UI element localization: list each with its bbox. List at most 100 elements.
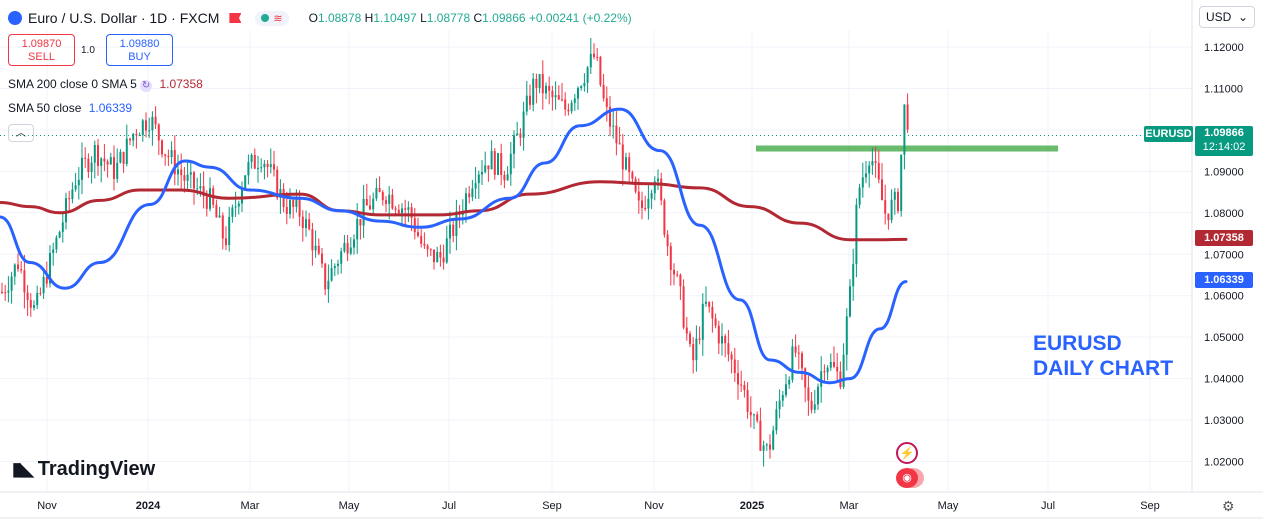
sell-label: SELL: [28, 51, 55, 63]
candle-body: [26, 292, 29, 301]
candle-body: [618, 143, 621, 145]
candle-body: [359, 218, 362, 226]
candle-body: [673, 269, 675, 275]
candle-body: [727, 343, 730, 355]
candle-body: [513, 135, 515, 154]
candle-body: [234, 206, 237, 208]
candle-body: [746, 390, 749, 412]
candle-body: [807, 387, 810, 401]
candle-body: [413, 218, 416, 233]
candle-body: [10, 276, 13, 291]
candle-body: [714, 318, 717, 326]
candle-body: [385, 200, 387, 204]
candle-body: [340, 251, 343, 264]
sma200-legend[interactable]: SMA 200 close 0 SMA 5 ↻ 1.07358: [8, 77, 203, 92]
candle-body: [759, 420, 762, 451]
sma200-price-tag: 1.07358: [1195, 230, 1253, 246]
candle-body: [596, 56, 599, 58]
candle-body: [100, 158, 103, 166]
candle-body: [189, 172, 192, 175]
bar-countdown: 12:14:02: [1202, 141, 1246, 153]
candle-body: [874, 161, 877, 164]
candle-body: [145, 120, 147, 131]
candle-body: [353, 239, 355, 248]
settings-gear-icon[interactable]: ⚙: [1222, 498, 1235, 514]
candle-body: [676, 274, 679, 276]
candle-body: [404, 208, 407, 210]
candle-body: [545, 85, 547, 94]
candle-body: [701, 303, 704, 340]
symbol-price-tag: EURUSD: [1144, 126, 1193, 142]
candle-body: [106, 161, 109, 165]
lightning-icon[interactable]: ⚡: [896, 442, 918, 464]
candle-body: [689, 333, 691, 344]
candle-body: [276, 169, 279, 198]
candle-body: [327, 280, 330, 290]
candle-body: [369, 205, 371, 210]
flag-icon[interactable]: [229, 13, 242, 23]
candle-body: [250, 154, 253, 163]
candle-body: [541, 74, 544, 94]
candle-body: [769, 444, 771, 450]
candle-body: [449, 224, 451, 239]
candle-body: [125, 138, 128, 164]
chart-header: Euro / U.S. Dollar · 1D · FXCM ≋ O1.0887…: [8, 8, 632, 28]
candle-body: [506, 174, 509, 181]
candle-body: [257, 167, 259, 169]
candle-body: [497, 153, 499, 175]
candle-body: [58, 231, 61, 238]
sell-button[interactable]: 1.09870 SELL: [8, 34, 75, 66]
symbol-title[interactable]: Euro / U.S. Dollar · 1D · FXCM: [28, 10, 220, 26]
events-icon[interactable]: ◉: [896, 468, 918, 488]
candle-body: [65, 198, 67, 223]
candle-body: [743, 384, 746, 391]
candle-body: [775, 409, 778, 431]
candle-body: [621, 144, 624, 170]
candle-body: [612, 125, 615, 127]
sma50-legend[interactable]: SMA 50 close 1.06339: [8, 101, 132, 115]
candle-body: [61, 222, 64, 232]
candle-body: [823, 371, 826, 373]
candle-body: [119, 151, 122, 163]
candle-body: [813, 404, 816, 410]
y-tick-label: 1.06000: [1204, 291, 1244, 303]
candle-body: [196, 188, 199, 190]
candle-body: [794, 346, 797, 353]
candle-body: [183, 175, 186, 181]
candle-body: [583, 82, 586, 87]
candle-body: [481, 172, 483, 175]
collapse-legend-button[interactable]: ︿: [8, 124, 34, 142]
candle-body: [305, 219, 307, 228]
currency-selector[interactable]: USD ⌄: [1199, 6, 1255, 28]
candle-body: [519, 133, 522, 138]
candle-body: [749, 411, 752, 416]
candle-body: [890, 199, 893, 221]
candle-body: [237, 203, 240, 207]
candle-body: [762, 445, 765, 451]
candle-body: [423, 243, 426, 246]
candle-body: [842, 354, 845, 388]
candle-body: [865, 173, 867, 178]
candle-body: [532, 78, 535, 105]
candle-body: [650, 193, 653, 199]
y-tick-label: 1.05000: [1204, 332, 1244, 344]
candle-body: [484, 165, 487, 173]
candle-body: [753, 414, 755, 416]
candle-body: [205, 196, 208, 209]
candle-body: [199, 186, 202, 189]
candle-body: [4, 292, 7, 294]
candle-body: [474, 183, 477, 189]
candle-body: [522, 111, 525, 138]
candle-body: [407, 207, 410, 210]
buy-button[interactable]: 1.09880 BUY: [106, 34, 173, 66]
candle-body: [266, 163, 269, 168]
candle-body: [490, 151, 493, 170]
candle-body: [833, 362, 835, 367]
candle-body: [186, 174, 189, 181]
market-status-pill[interactable]: ≋: [255, 10, 289, 26]
candle-body: [465, 193, 467, 213]
candle-body: [13, 264, 16, 277]
x-tick-label: Jul: [1041, 500, 1055, 512]
chart-tools: ⚡ ◉: [896, 442, 918, 488]
